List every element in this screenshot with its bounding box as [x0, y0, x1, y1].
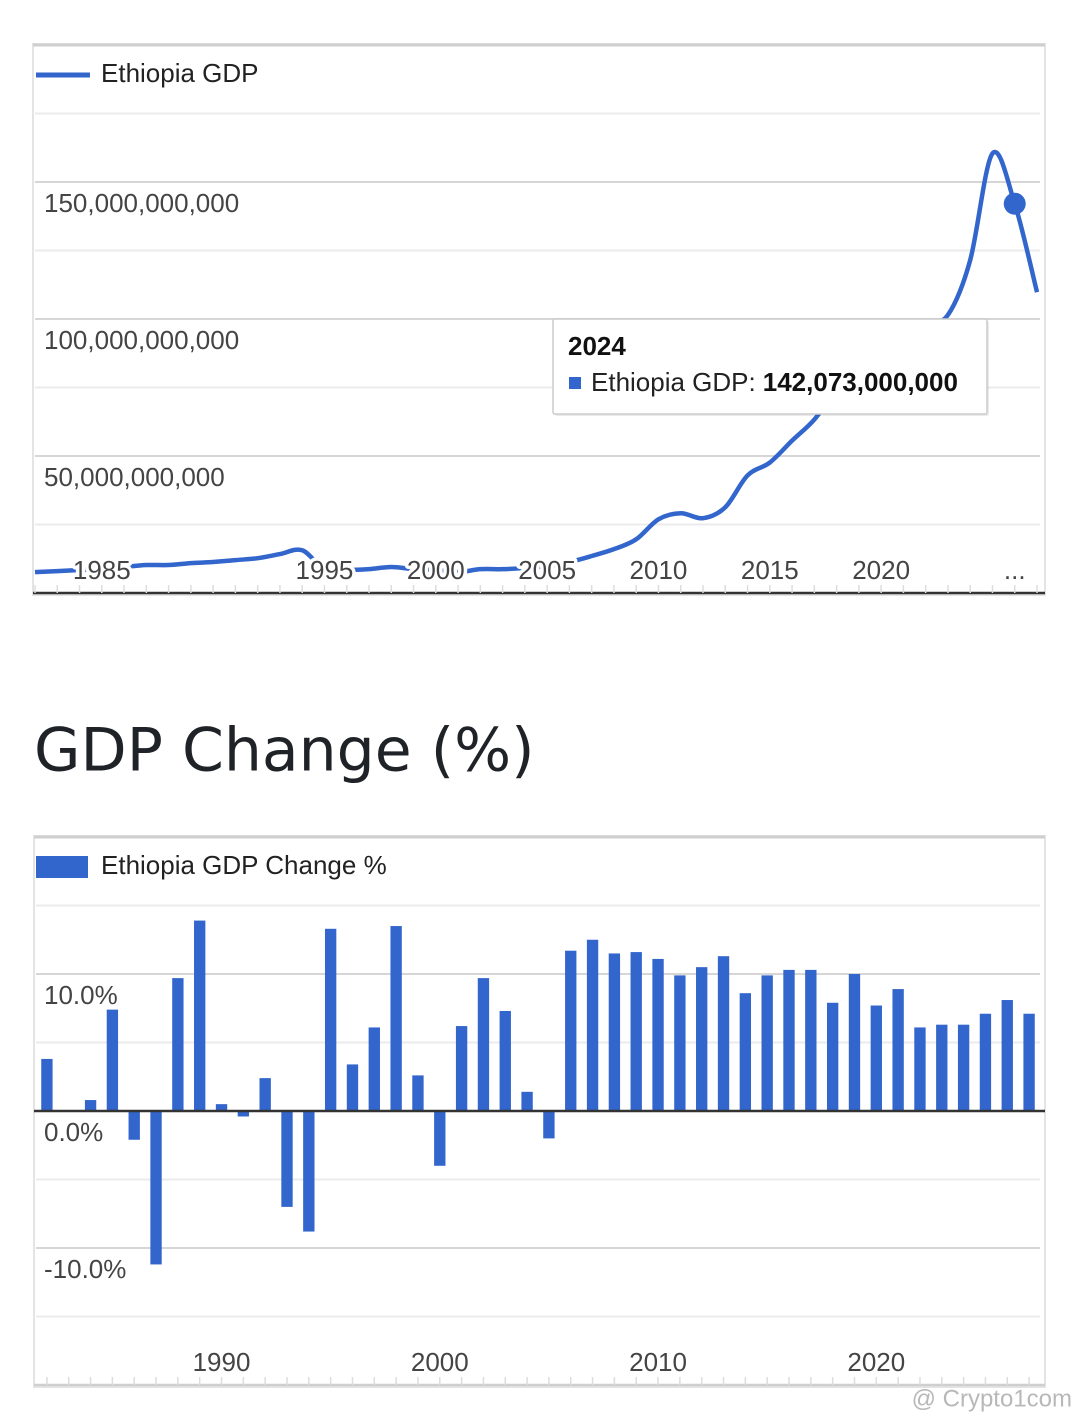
bar [652, 958, 664, 1111]
tooltip [552, 318, 988, 415]
bar [346, 1064, 359, 1111]
bar [499, 1010, 511, 1111]
bar [128, 1111, 140, 1140]
bar [434, 1111, 446, 1166]
x-tick-label: 1995 [296, 555, 354, 585]
bar [805, 969, 817, 1111]
x-tick-label: 2010 [629, 1347, 687, 1377]
tooltip-value: 142,073,000,000 [763, 367, 958, 397]
bar [368, 1027, 380, 1111]
watermark: @ Crypto1com [912, 1385, 1072, 1412]
x-tick-label: 2015 [741, 555, 799, 585]
bar [41, 1058, 53, 1111]
bar [870, 1005, 882, 1111]
bar [957, 1024, 970, 1111]
x-tick-label: ... [1004, 555, 1026, 585]
bar [979, 1013, 992, 1111]
x-tick-label: 2000 [411, 1347, 469, 1377]
bar [237, 1111, 250, 1117]
bar [761, 975, 773, 1111]
x-tick-label: 2010 [630, 555, 688, 585]
x-tick-label: 2020 [852, 555, 910, 585]
highlight-point [1003, 192, 1026, 215]
x-tick-label: 2020 [847, 1347, 905, 1377]
y-tick-label: 0.0% [44, 1117, 103, 1147]
legend-label: Ethiopia GDP [101, 58, 259, 88]
x-tick-label: 2000 [407, 555, 465, 585]
bar [936, 1024, 948, 1111]
bar [565, 950, 577, 1111]
bar [739, 993, 752, 1111]
bar [717, 956, 730, 1111]
x-tick-label: 2005 [518, 555, 576, 585]
bar [412, 1075, 424, 1111]
x-tick-label: 1990 [193, 1347, 251, 1377]
tooltip-swatch [569, 377, 581, 389]
bar [586, 939, 599, 1111]
x-tick-label: 1985 [73, 555, 131, 585]
bar [477, 978, 490, 1111]
legend-swatch [36, 856, 88, 878]
bar [324, 928, 337, 1111]
y-tick-label: 10.0% [44, 980, 118, 1010]
tooltip-label: Ethiopia GDP: [591, 367, 756, 397]
bar [1023, 1013, 1035, 1111]
bar [521, 1091, 533, 1111]
bar [848, 974, 861, 1111]
bar [303, 1111, 315, 1232]
bar [455, 1026, 468, 1111]
bar [194, 920, 206, 1111]
y-tick-label: 100,000,000,000 [44, 325, 239, 355]
bar [150, 1111, 162, 1265]
bar [1001, 1000, 1013, 1111]
bar [826, 1002, 839, 1111]
bar [914, 1027, 926, 1111]
bar [630, 952, 642, 1111]
bar [892, 989, 904, 1111]
legend-label: Ethiopia GDP Change % [101, 850, 387, 880]
bar [215, 1104, 228, 1111]
section-heading: GDP Change (%) [34, 716, 535, 786]
bar [172, 978, 184, 1111]
bar [281, 1111, 293, 1207]
y-tick-label: -10.0% [44, 1254, 126, 1284]
bar [674, 975, 686, 1111]
y-tick-label: 50,000,000,000 [44, 462, 225, 492]
bar [259, 1078, 271, 1111]
bar [783, 969, 795, 1111]
bar [84, 1100, 97, 1111]
tooltip-title: 2024 [568, 331, 626, 361]
bar [106, 1009, 119, 1111]
bar [608, 953, 621, 1111]
bar [696, 967, 708, 1111]
bar [543, 1111, 555, 1139]
bar [390, 926, 402, 1111]
y-tick-label: 150,000,000,000 [44, 188, 239, 218]
